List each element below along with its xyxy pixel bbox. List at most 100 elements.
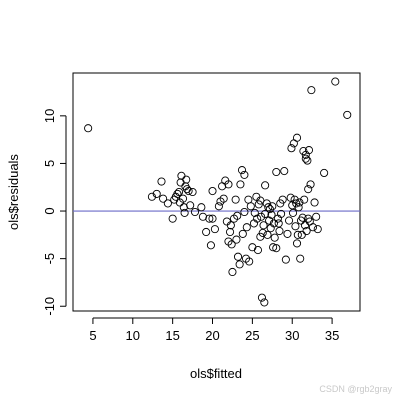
data-point [206,241,215,250]
data-point [186,201,195,210]
data-point [240,207,249,217]
data-point [294,203,303,212]
data-point [270,233,279,242]
data-point [253,214,262,223]
data-point [290,195,299,204]
x-tick-label: 20 [205,328,219,343]
data-point [233,211,242,220]
data-point [280,167,289,176]
data-point [295,198,304,207]
data-point [202,227,211,237]
data-point [242,223,251,232]
y-tick-label: 5 [42,160,57,167]
data-point [288,208,298,217]
data-point [197,203,206,212]
data-point [245,257,254,266]
data-point [210,225,219,234]
data-point [313,225,322,234]
data-point [258,228,267,237]
data-point [261,181,270,190]
plot-frame [72,72,361,312]
data-point [298,213,307,222]
data-point [224,180,233,189]
data-point [182,175,191,184]
y-tick-label: 0 [42,207,57,214]
data-point [250,208,259,217]
data-point [257,212,266,221]
data-point [263,230,272,239]
data-point [184,186,193,196]
data-point [304,185,313,194]
data-point [293,230,302,239]
data-point [261,209,270,218]
data-point [272,167,281,177]
data-point [157,177,166,186]
data-point [264,203,273,212]
data-point [310,198,319,207]
data-point [308,223,318,232]
data-point [240,170,249,179]
y-tick-label: -5 [42,253,57,265]
data-point [228,267,237,277]
data-point [296,254,305,263]
data-point [278,195,287,204]
data-point [306,180,315,189]
data-point [265,205,274,214]
data-point [300,195,309,204]
data-point [302,226,311,236]
data-point [226,221,235,230]
data-point [286,193,295,202]
data-point [168,214,177,223]
data-point [244,195,253,204]
y-tick-label: 10 [42,109,57,123]
y-axis: -10 -5 0 5 10 [42,109,67,316]
y-axis-label: ols$residuals [6,154,21,230]
data-point [320,168,329,178]
data-point [208,186,217,196]
data-point [214,202,223,211]
data-point [272,244,281,253]
data-point [177,171,186,180]
data-point [283,229,292,238]
data-point [238,229,247,238]
data-point [233,252,243,261]
data-point [159,194,168,203]
data-point [147,192,156,201]
data-point [292,239,302,248]
data-point [259,221,268,230]
data-point [174,187,184,197]
data-point [188,187,197,197]
data-point [178,194,188,203]
data-point [274,219,283,228]
y-tick-label: -10 [42,297,57,316]
data-point [205,214,214,223]
data-point [265,216,274,225]
data-point [219,194,228,203]
data-point [227,240,236,249]
data-point [267,210,276,219]
data-point [301,154,310,163]
data-point [252,192,261,201]
data-point [236,180,245,189]
x-tick-label: 5 [89,328,96,343]
data-point [237,166,247,175]
data-point [291,222,300,231]
data-point [292,133,302,142]
data-point [176,178,185,187]
data-point [222,217,231,226]
data-point [226,227,235,237]
data-point [152,189,161,198]
data-point [307,86,316,95]
data-point [231,195,240,204]
data-point [260,298,269,307]
data-point [269,243,278,252]
data-point [343,110,352,119]
data-point [248,243,257,252]
data-point [84,124,93,133]
data-point [275,226,284,236]
data-point [331,77,340,86]
data-point [254,200,263,209]
data-point [303,156,312,165]
data-point [257,293,266,302]
